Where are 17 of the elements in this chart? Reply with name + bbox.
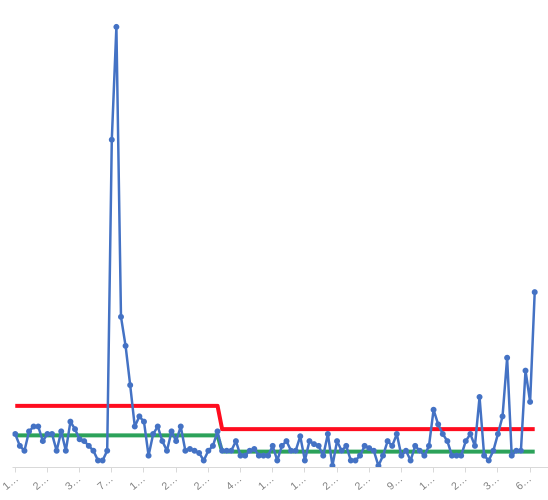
x-tick-label: 1… [0, 472, 21, 493]
x-tick-label: 1… [256, 472, 277, 493]
x-tick-label: 2… [160, 472, 180, 493]
x-tick-label: 9… [384, 472, 406, 493]
x-tick-label: 3… [63, 472, 84, 493]
x-tick-label: 1… [417, 472, 438, 493]
x-tick-label: 2… [192, 472, 212, 493]
x-tick-label: 3… [481, 472, 502, 493]
x-tick-label: 4… [224, 472, 244, 493]
x-tick-label: 7… [95, 472, 116, 493]
x-tick-label: 1… [288, 472, 309, 493]
x-tick-label: 2… [352, 472, 374, 493]
x-tick-label: 6… [514, 472, 534, 493]
x-tick-label: 2… [30, 472, 52, 493]
x-tick-label: 2… [320, 472, 341, 493]
x-tick-label: 2… [449, 472, 470, 493]
x-tick-label: 1… [127, 472, 148, 493]
